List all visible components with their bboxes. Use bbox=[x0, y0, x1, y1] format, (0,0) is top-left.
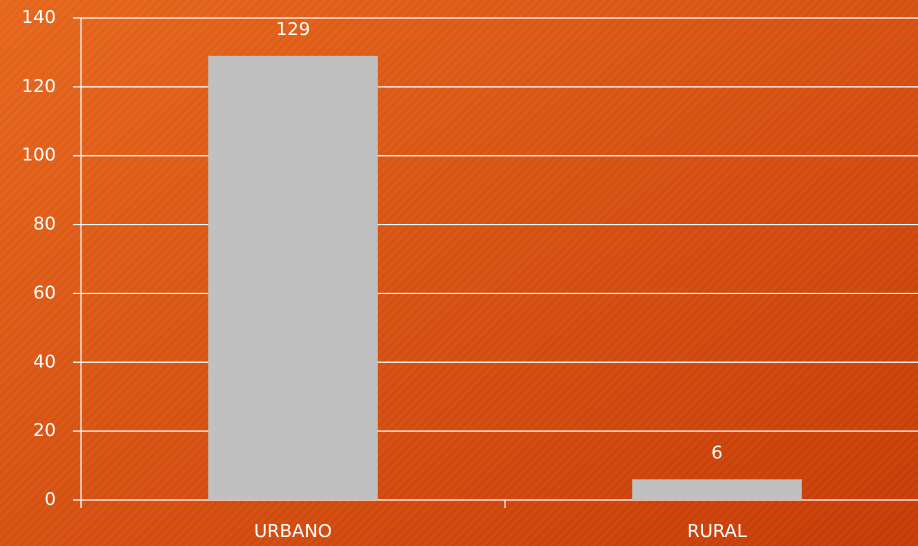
y-tick-label: 40 bbox=[33, 351, 56, 372]
y-tick-label: 60 bbox=[33, 282, 56, 303]
x-tick-label: URBANO bbox=[254, 521, 332, 542]
bar bbox=[208, 55, 378, 500]
y-tick-label: 80 bbox=[33, 214, 56, 235]
data-label: 6 bbox=[711, 442, 722, 463]
y-tick-label: 0 bbox=[45, 489, 56, 510]
y-tick-label: 20 bbox=[33, 420, 56, 441]
y-tick-label: 100 bbox=[22, 145, 56, 166]
data-label: 129 bbox=[276, 19, 310, 40]
y-tick-label: 140 bbox=[22, 7, 56, 28]
bar bbox=[632, 479, 802, 500]
y-tick-label: 120 bbox=[22, 76, 56, 97]
x-tick-label: RURAL bbox=[687, 521, 747, 542]
